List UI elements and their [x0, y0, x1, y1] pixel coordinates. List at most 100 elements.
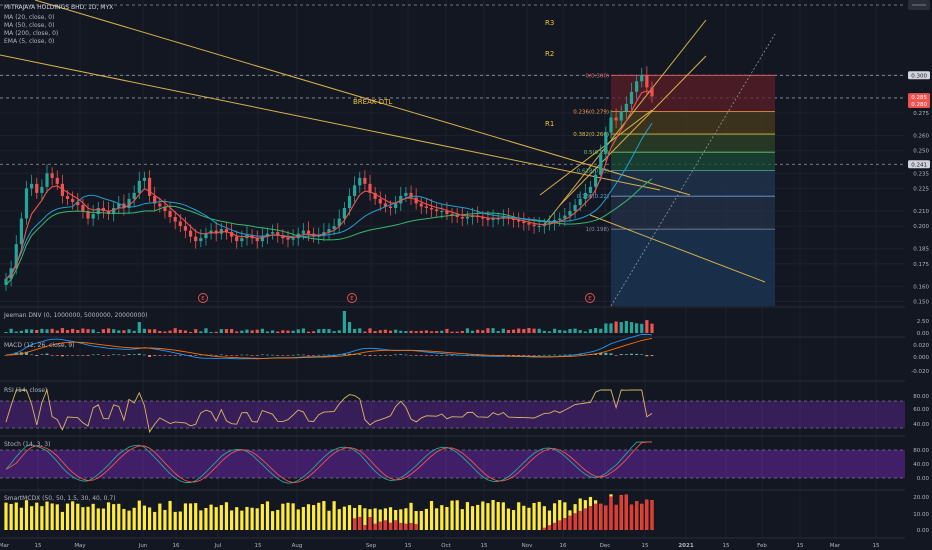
smi-red-bar: [594, 503, 598, 530]
smi-yellow-bar: [281, 503, 285, 530]
volume-bar: [327, 329, 331, 333]
candle-body: [65, 195, 70, 199]
candle-body: [30, 183, 34, 189]
pane-tick-label: 10.00: [913, 512, 929, 518]
uptrend-channel-line: [539, 109, 653, 196]
macd-histogram-bar: [14, 352, 18, 355]
time-tick-label: May: [74, 543, 86, 549]
smi-yellow-bar: [30, 506, 34, 530]
price-tick-label: 0.260: [913, 134, 929, 140]
fib-zone: [611, 75, 775, 112]
macd-histogram-bar: [348, 353, 352, 355]
macd-histogram-bar: [629, 353, 633, 355]
candle-body: [224, 229, 229, 233]
smi-yellow-bar: [235, 507, 239, 530]
r1-annotation: R1: [545, 120, 554, 128]
candle-body: [106, 211, 111, 215]
smi-yellow-bar: [455, 500, 459, 530]
candle-body: [435, 209, 439, 212]
candle-body: [306, 230, 311, 234]
price-tick-label: 0.160: [913, 284, 929, 290]
smi-yellow-bar: [106, 502, 111, 530]
volume-bar: [445, 328, 449, 333]
volume-bar: [260, 328, 264, 333]
macd-histogram-bar: [148, 355, 152, 357]
macd-histogram-bar: [55, 355, 59, 356]
candle-body: [271, 232, 275, 234]
downtrend-line: [34, 0, 691, 196]
smi-yellow-bar: [35, 502, 39, 530]
pane-tick-label: 0.020: [913, 343, 929, 349]
candle-body: [465, 217, 470, 219]
smi-yellow-bar: [60, 511, 64, 530]
stoch-d-line: [5, 441, 652, 484]
volume-bar: [383, 329, 387, 333]
smi-yellow-bar: [527, 507, 531, 530]
candle-body: [460, 217, 464, 219]
macd-histogram-bar: [214, 355, 218, 356]
macd-histogram-bar: [276, 355, 280, 356]
smi-yellow-bar: [363, 508, 367, 530]
candle-body: [614, 117, 618, 121]
macd-histogram-bar: [25, 351, 29, 355]
smi-red-bar: [609, 496, 613, 530]
candle-body: [168, 211, 172, 218]
smi-red-bar: [588, 506, 593, 530]
time-tick-label: 15: [797, 543, 804, 549]
macd-histogram-bar: [332, 354, 336, 356]
price-axes: 0.300 0.275 0.260 0.250 0.235 0.225 0.210 0.200…: [905, 0, 932, 550]
time-tick-label: Mar: [830, 543, 841, 549]
volume-bar: [199, 331, 203, 333]
candle-body: [517, 220, 521, 222]
pane-tick-label: 0.00: [917, 331, 930, 337]
volume-bar: [250, 330, 254, 333]
macd-histogram-bar: [424, 355, 428, 356]
candle-body: [229, 232, 234, 237]
macd-histogram-bar: [532, 355, 536, 356]
volume-bar: [81, 328, 85, 333]
smi-red-bar: [635, 501, 639, 530]
candle-body: [35, 183, 39, 193]
ema5-line: [5, 90, 653, 280]
volume-bar: [163, 331, 167, 333]
smi-yellow-bar: [55, 504, 59, 530]
volume-bar: [358, 328, 362, 333]
volume-bar: [96, 331, 100, 333]
r2-annotation: R2: [545, 50, 554, 58]
smi-yellow-bar: [409, 502, 413, 530]
volume-bar: [153, 329, 157, 333]
volume-bar: [429, 331, 434, 333]
macd-histogram-bar: [368, 355, 372, 356]
smi-red-bar: [404, 523, 408, 530]
macd-histogram-bar: [445, 355, 449, 356]
volume-bar: [460, 330, 464, 333]
earnings-marker-label: E: [350, 296, 354, 302]
macd-histogram-bar: [409, 355, 413, 356]
volume-bar: [168, 330, 172, 333]
candle-body: [491, 218, 495, 221]
volume-bar: [240, 330, 244, 333]
volume-bar: [265, 331, 270, 333]
rsi-line: [5, 388, 653, 434]
top-right-toolbar[interactable]: [908, 0, 930, 10]
macd-label: MACD (12, 26, close, 9): [4, 342, 75, 349]
volume-bar: [629, 322, 634, 333]
smi-yellow-bar: [24, 500, 29, 530]
price-badge: [908, 93, 930, 102]
macd-histogram-bar: [383, 355, 387, 356]
candle-body: [429, 207, 434, 210]
volume-bar: [537, 328, 541, 333]
volume-bar: [435, 331, 439, 333]
volume-bar: [219, 329, 223, 333]
macd-histogram-bar: [317, 354, 321, 356]
macd-histogram-bar: [101, 355, 105, 356]
pane-tick-label: 60.00: [913, 407, 929, 413]
volume-bar: [337, 330, 341, 333]
macd-histogram-bar: [158, 355, 162, 356]
smi-yellow-bar: [255, 508, 259, 530]
smi-red-bar: [563, 518, 567, 530]
candle-body: [332, 226, 336, 230]
candle-body: [127, 198, 131, 208]
macd-histogram-bar: [219, 354, 223, 356]
